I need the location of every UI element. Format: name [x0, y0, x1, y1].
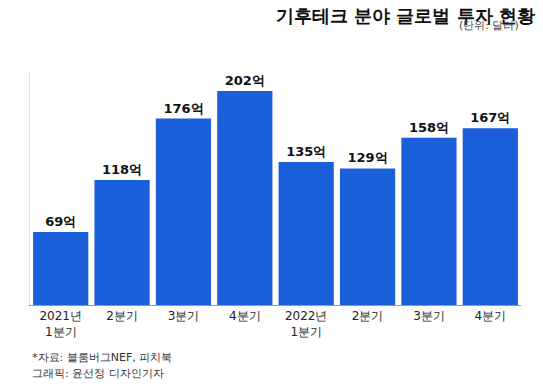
svg-text:135억: 135억 — [286, 144, 326, 159]
svg-text:158억: 158억 — [409, 120, 449, 135]
svg-text:기후테크 분야 글로벌 투자 현황: 기후테크 분야 글로벌 투자 현황 — [276, 5, 535, 26]
svg-text:(단위: 달러): (단위: 달러) — [459, 19, 519, 32]
svg-text:2021년1분기: 2021년1분기 — [39, 309, 82, 339]
svg-text:4분기: 4분기 — [229, 309, 261, 323]
svg-text:2분기: 2분기 — [352, 309, 384, 323]
svg-text:118억: 118억 — [102, 162, 142, 177]
svg-text:4분기: 4분기 — [474, 309, 506, 323]
svg-text:202억: 202억 — [225, 73, 265, 88]
svg-text:2022년1분기: 2022년1분기 — [285, 309, 328, 339]
svg-text:3분기: 3분기 — [413, 309, 445, 323]
svg-text:167억: 167억 — [470, 110, 510, 125]
svg-text:3분기: 3분기 — [168, 309, 200, 323]
svg-text:그래픽: 윤선정 디자인기자: 그래픽: 윤선정 디자인기자 — [32, 367, 164, 380]
svg-text:*자료: 블룸버그NEF, 피치북: *자료: 블룸버그NEF, 피치북 — [32, 351, 172, 364]
svg-text:176억: 176억 — [163, 101, 203, 116]
svg-text:69억: 69억 — [45, 214, 76, 229]
svg-text:2분기: 2분기 — [106, 309, 138, 323]
svg-text:129억: 129억 — [347, 150, 387, 165]
